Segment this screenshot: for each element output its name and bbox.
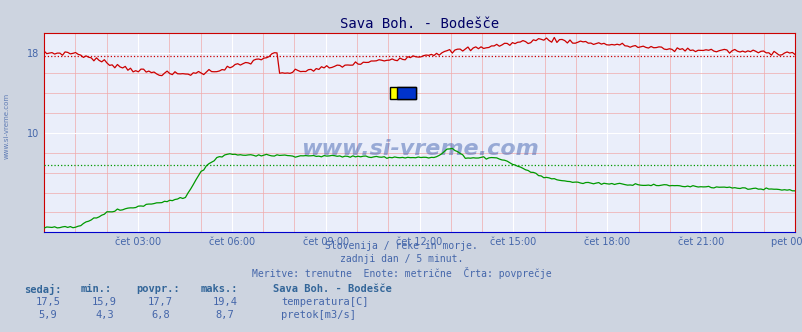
Text: sedaj:: sedaj: [24,284,62,295]
Text: povpr.:: povpr.: [136,284,180,294]
Text: 4,3: 4,3 [95,310,114,320]
Text: pretok[m3/s]: pretok[m3/s] [281,310,355,320]
Text: 8,7: 8,7 [215,310,234,320]
Text: zadnji dan / 5 minut.: zadnji dan / 5 minut. [339,254,463,264]
Text: 19,4: 19,4 [212,297,237,307]
Text: Meritve: trenutne  Enote: metrične  Črta: povprečje: Meritve: trenutne Enote: metrične Črta: … [251,267,551,279]
Text: 15,9: 15,9 [91,297,117,307]
Text: Sava Boh. - Bodešče: Sava Boh. - Bodešče [273,284,391,294]
FancyBboxPatch shape [389,87,415,99]
Text: 17,5: 17,5 [35,297,61,307]
Text: www.si-vreme.com: www.si-vreme.com [300,139,538,159]
Text: www.si-vreme.com: www.si-vreme.com [3,93,10,159]
Title: Sava Boh. - Bodešče: Sava Boh. - Bodešče [339,17,499,31]
FancyBboxPatch shape [396,87,415,99]
Text: Slovenija / reke in morje.: Slovenija / reke in morje. [325,241,477,251]
Text: 5,9: 5,9 [38,310,58,320]
Text: 6,8: 6,8 [151,310,170,320]
Text: temperatura[C]: temperatura[C] [281,297,368,307]
Text: min.:: min.: [80,284,111,294]
Text: maks.:: maks.: [200,284,238,294]
Text: 17,7: 17,7 [148,297,173,307]
